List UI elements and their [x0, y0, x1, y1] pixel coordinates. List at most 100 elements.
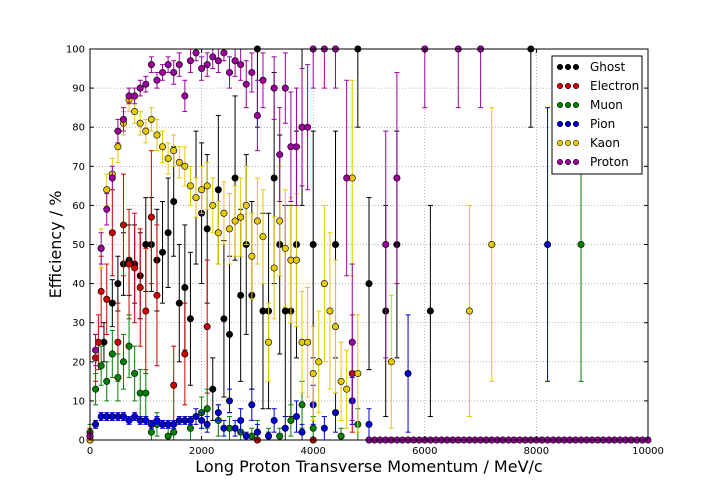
legend-marker-muon: [564, 101, 572, 109]
kaon-point: [142, 127, 150, 135]
legend-marker-pion: [572, 120, 580, 128]
y-tick-label: 10: [72, 396, 85, 407]
pion-point: [186, 416, 194, 424]
proton-point: [203, 61, 211, 69]
proton-point: [259, 76, 267, 84]
muon-point: [131, 370, 139, 378]
kaon-point: [265, 338, 273, 346]
proton-point: [237, 61, 245, 69]
electron-point: [203, 323, 211, 331]
proton-point: [153, 76, 161, 84]
pion-point: [544, 241, 552, 249]
proton-point: [248, 68, 256, 76]
pion-point: [220, 424, 228, 432]
x-tick-label: 10000: [632, 446, 664, 457]
pion-point: [253, 428, 261, 436]
legend: Ghost Electron Muon Pion Kaon Proton: [551, 55, 643, 175]
kaon-point: [354, 370, 362, 378]
pion-point: [131, 413, 139, 421]
kaon-point: [153, 131, 161, 139]
pion-point: [320, 424, 328, 432]
pion-series: [86, 107, 552, 441]
electron-point: [153, 291, 161, 299]
electron-point: [119, 221, 127, 229]
proton-point: [226, 68, 234, 76]
electron-series: [86, 150, 356, 444]
proton-point: [147, 61, 155, 69]
kaon-point: [131, 108, 139, 116]
kaon-point: [343, 385, 351, 393]
kaon-point: [253, 217, 261, 225]
muon-point: [577, 241, 585, 249]
muon-point: [170, 428, 178, 436]
electron-point: [94, 338, 102, 346]
electron-point: [136, 284, 144, 292]
proton-point: [220, 49, 228, 57]
pion-point: [147, 420, 155, 428]
kaon-point: [320, 280, 328, 288]
pion-point: [226, 397, 234, 405]
axis-ticks: 0 2000 4000 6000 8000 10000 0 10 20 30 40 50 60 70 80 9…: [66, 45, 664, 458]
proton-point: [242, 80, 250, 88]
kaon-point: [465, 307, 473, 315]
legend-marker-pion: [564, 120, 572, 128]
electron-point: [181, 350, 189, 358]
proton-point: [198, 65, 206, 73]
x-tick-label: 2000: [189, 446, 214, 457]
proton-point: [231, 57, 239, 65]
ghost-point: [365, 280, 373, 288]
legend-marker-ghost: [556, 63, 564, 71]
muon-point: [147, 428, 155, 436]
muon-point: [298, 401, 306, 409]
pion-point: [365, 420, 373, 428]
pion-point: [142, 416, 150, 424]
kaon-point: [326, 307, 334, 315]
legend-marker-ghost: [564, 63, 572, 71]
kaon-point: [248, 252, 256, 260]
kaon-point: [164, 154, 172, 162]
legend-marker-ghost: [572, 63, 580, 71]
proton-point: [159, 68, 167, 76]
ghost-point: [309, 241, 317, 249]
kaon-point: [270, 264, 278, 272]
kaon-point: [198, 186, 206, 194]
ghost-point: [209, 385, 217, 393]
kaon-point: [147, 115, 155, 123]
pion-point: [292, 413, 300, 421]
proton-point: [108, 174, 116, 182]
pion-point: [248, 401, 256, 409]
proton-point: [214, 57, 222, 65]
kaon-point: [136, 119, 144, 127]
legend-label-pion: Pion: [590, 117, 615, 131]
kaon-point: [103, 186, 111, 194]
y-tick-label: 90: [72, 84, 85, 95]
muon-point: [97, 362, 105, 370]
muon-point: [337, 432, 345, 440]
ghost-point: [159, 248, 167, 256]
muon-point: [119, 358, 127, 366]
legend-label-proton: Proton: [590, 155, 629, 169]
legend-label-ghost: Ghost: [590, 60, 625, 74]
x-tick-label: 6000: [412, 446, 437, 457]
proton-point: [97, 244, 105, 252]
legend-marker-electron: [564, 82, 572, 90]
proton-point: [304, 123, 312, 131]
kaon-point: [259, 233, 267, 241]
ghost-point: [170, 197, 178, 205]
ghost-point: [203, 225, 211, 233]
ghost-point: [175, 299, 183, 307]
muon-point: [92, 385, 100, 393]
legend-marker-proton: [564, 158, 572, 166]
y-tick-label: 100: [66, 45, 85, 56]
x-axis-title: Long Proton Transverse Momentum / MeV/c: [195, 457, 542, 476]
ghost-point: [226, 330, 234, 338]
proton-point: [170, 68, 178, 76]
kaon-series: [86, 79, 496, 444]
legend-marker-pion: [556, 120, 564, 128]
x-tick-label: 4000: [300, 446, 325, 457]
proton-point: [253, 111, 261, 119]
proton-point: [181, 92, 189, 100]
ghost-point: [114, 280, 122, 288]
legend-marker-proton: [556, 158, 564, 166]
